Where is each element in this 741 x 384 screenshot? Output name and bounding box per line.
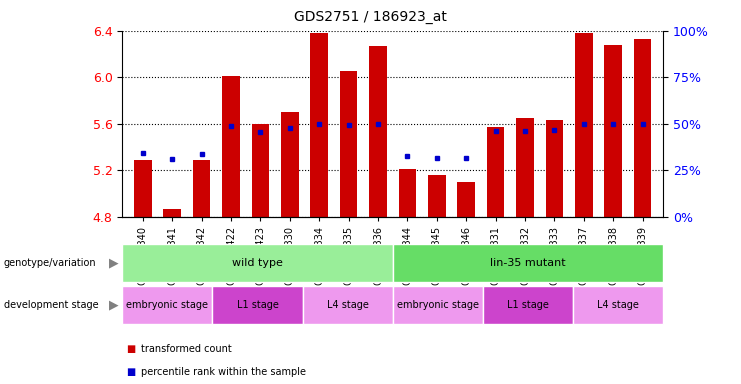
Bar — [457, 182, 475, 217]
Bar — [193, 160, 210, 217]
Text: wild type: wild type — [232, 258, 283, 268]
Text: L4 stage: L4 stage — [327, 300, 368, 310]
Bar — [428, 175, 445, 217]
Bar — [399, 169, 416, 217]
Text: development stage: development stage — [4, 300, 99, 310]
Text: ■: ■ — [126, 344, 135, 354]
Text: GDS2751 / 186923_at: GDS2751 / 186923_at — [294, 10, 447, 23]
Bar — [310, 33, 328, 217]
Bar — [222, 76, 240, 217]
Text: transformed count: transformed count — [141, 344, 231, 354]
Text: ■: ■ — [126, 367, 135, 377]
Bar — [634, 39, 651, 217]
Bar — [164, 209, 181, 217]
Text: L1 stage: L1 stage — [507, 300, 549, 310]
Bar — [575, 33, 593, 217]
Text: percentile rank within the sample: percentile rank within the sample — [141, 367, 306, 377]
Bar — [545, 120, 563, 217]
Bar — [487, 127, 505, 217]
Text: embryonic stage: embryonic stage — [127, 300, 208, 310]
Text: lin-35 mutant: lin-35 mutant — [490, 258, 566, 268]
Bar — [281, 112, 299, 217]
Bar — [369, 46, 387, 217]
Bar — [516, 118, 534, 217]
Bar — [252, 124, 269, 217]
Bar — [134, 160, 152, 217]
Text: ▶: ▶ — [109, 257, 119, 270]
Text: L1 stage: L1 stage — [236, 300, 279, 310]
Text: L4 stage: L4 stage — [597, 300, 639, 310]
Text: ▶: ▶ — [109, 299, 119, 312]
Text: embryonic stage: embryonic stage — [397, 300, 479, 310]
Bar — [605, 45, 622, 217]
Text: genotype/variation: genotype/variation — [4, 258, 96, 268]
Bar — [340, 71, 357, 217]
